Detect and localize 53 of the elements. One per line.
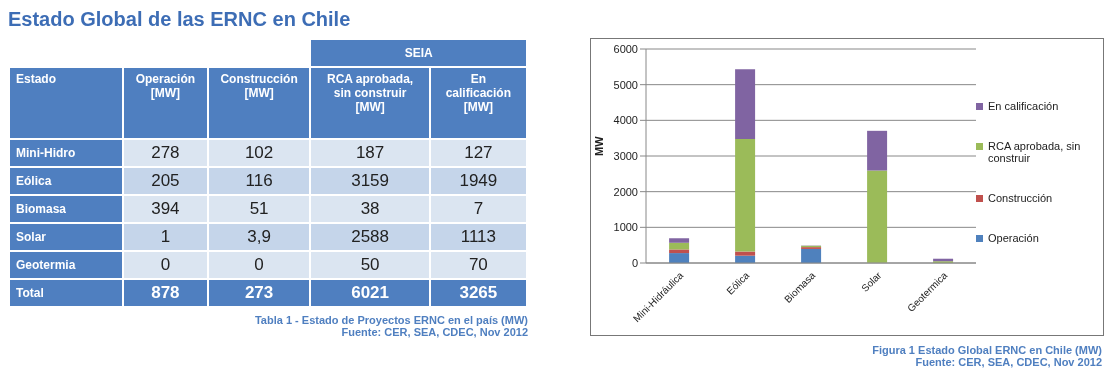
text: 0 xyxy=(160,255,171,274)
category-label: Eólica xyxy=(16,174,52,188)
text: Figura 1 Estado Global ERNC en Chile (MW) xyxy=(871,344,1102,356)
text: 394 xyxy=(151,199,180,218)
y-tick-label: 5000 xyxy=(613,78,638,91)
y-tick-label: 0 xyxy=(631,256,638,269)
source-note: Fuente: CER, SEA, CDEC, Nov 2012 xyxy=(340,326,528,338)
text: 278 xyxy=(151,143,180,162)
text: 38 xyxy=(360,199,380,218)
y-tick-label: 3000 xyxy=(613,149,638,162)
text: 3265 xyxy=(459,283,498,302)
text: Estado xyxy=(9,67,123,139)
text: 273 xyxy=(244,283,274,302)
text: 7 xyxy=(473,199,484,218)
category-label: RCA aprobada, sin construir [MW] xyxy=(310,67,430,139)
legend-label: Operación xyxy=(988,232,1039,244)
text: 878 xyxy=(151,283,180,302)
text: SEIA xyxy=(310,39,527,67)
legend-label: En calificación xyxy=(988,100,1059,112)
category-label: Geotermia xyxy=(16,258,76,272)
y-tick-label: 1000 xyxy=(613,221,638,234)
category-label: Construcción [MW] xyxy=(207,67,311,139)
text: 205 xyxy=(151,171,180,190)
y-tick-label: 4000 xyxy=(613,114,638,127)
text: 3,9 xyxy=(247,227,271,246)
text: Estado Global de las ERNC en Chile xyxy=(8,8,352,32)
text: 116 xyxy=(245,171,273,190)
text: 127 xyxy=(464,143,493,162)
text: 0 xyxy=(254,255,264,274)
text: 51 xyxy=(249,199,269,218)
y-tick-label: 2000 xyxy=(613,185,638,198)
text: 3159 xyxy=(351,171,389,190)
text: 50 xyxy=(360,255,380,274)
category-label: Biomasa xyxy=(16,202,67,216)
text: 6021 xyxy=(351,283,389,302)
text: 187 xyxy=(355,143,385,162)
text: 1 xyxy=(160,227,171,246)
text: 102 xyxy=(244,143,274,162)
legend-label: RCA aprobada, sin construir xyxy=(988,140,1082,164)
text: 1949 xyxy=(459,171,498,190)
text: 70 xyxy=(468,255,488,274)
text: 1113 xyxy=(460,227,497,246)
y-axis-title: MW xyxy=(592,135,605,156)
source-note: Fuente: CER, SEA, CDEC, Nov 2012 xyxy=(914,356,1102,368)
text: 2588 xyxy=(351,227,389,246)
category-label: Solar xyxy=(16,230,47,244)
category-label: Total xyxy=(16,286,44,300)
category-label: En calificación [MW] xyxy=(429,67,527,139)
category-label: Operación [MW] xyxy=(123,67,208,139)
text: Tabla 1 - Estado de Proyectos ERNC en el país (MW) xyxy=(253,314,528,326)
legend-label: Construcción xyxy=(988,192,1053,204)
y-tick-label: 6000 xyxy=(613,42,638,55)
category-label: Mini-Hidro xyxy=(16,146,76,160)
